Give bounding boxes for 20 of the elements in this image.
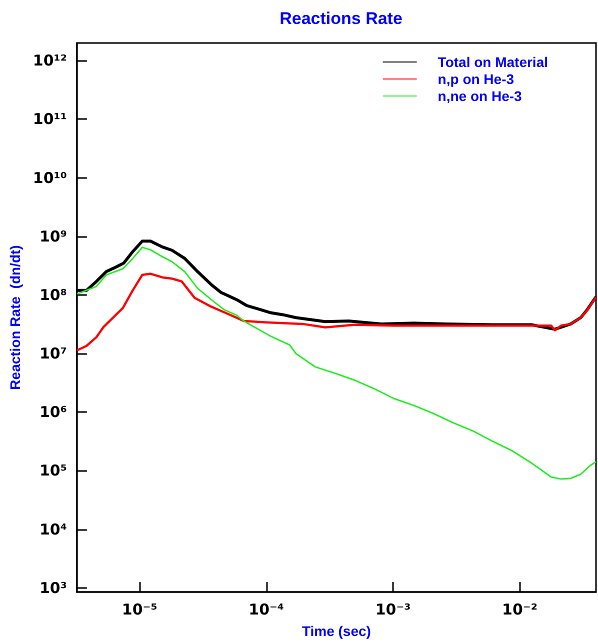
x-tick-label: 10⁻³ bbox=[375, 600, 411, 618]
y-tick-label: 10⁹ bbox=[39, 227, 67, 246]
x-tick-label: 10⁻⁵ bbox=[122, 600, 158, 618]
y-tick-label: 10¹⁰ bbox=[32, 168, 67, 187]
y-axis-title: Reaction Rate (dn/dt) bbox=[7, 245, 23, 390]
y-tick-label: 10⁶ bbox=[39, 403, 67, 422]
chart-title: Reactions Rate bbox=[280, 9, 402, 28]
y-tick-label: 10⁸ bbox=[39, 286, 67, 304]
y-tick-label: 10⁴ bbox=[39, 520, 67, 538]
x-tick-label: 10⁻⁴ bbox=[248, 600, 284, 618]
legend-label: n,p on He-3 bbox=[438, 71, 514, 87]
y-tick-label: 10³ bbox=[39, 578, 67, 597]
x-tick-label: 10⁻² bbox=[502, 600, 538, 618]
y-tick-label: 10⁵ bbox=[39, 462, 67, 480]
y-tick-label: 10¹¹ bbox=[32, 110, 67, 128]
x-axis-title: Time (sec) bbox=[302, 623, 371, 639]
legend-label: n,ne on He-3 bbox=[438, 88, 522, 104]
legend-label: Total on Material bbox=[438, 54, 548, 70]
y-tick-label: 10⁷ bbox=[39, 344, 67, 363]
y-tick-label: 10¹² bbox=[32, 52, 67, 70]
